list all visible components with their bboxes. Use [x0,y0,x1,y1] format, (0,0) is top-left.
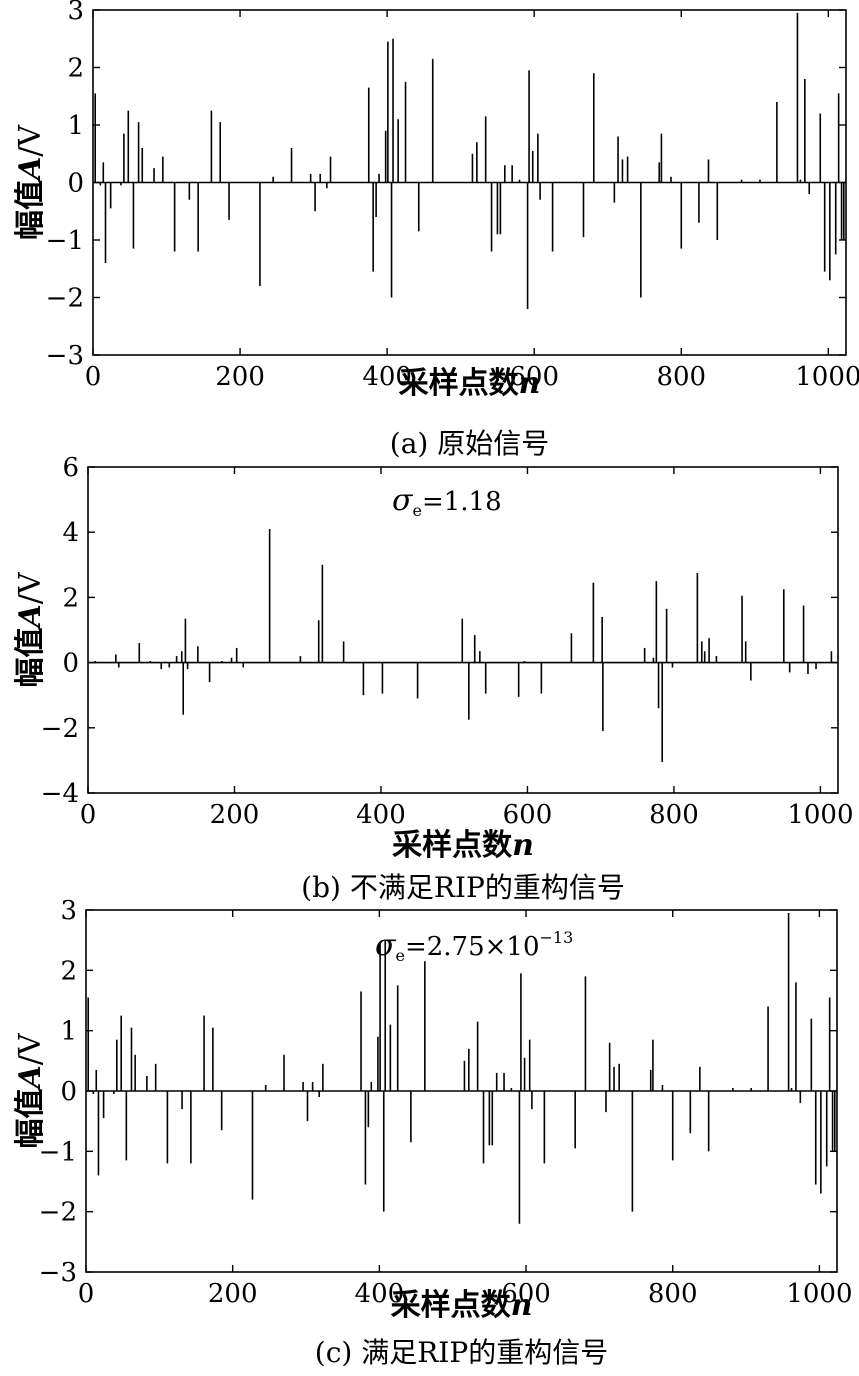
y-tick-label: 2 [67,54,84,84]
y-tick-label: 2 [62,583,79,613]
y-tick-label: −2 [46,284,84,314]
x-tick-label: 600 [501,1279,551,1309]
x-axis-label: 采样点数n [391,1288,533,1323]
sigma-exponent: −13 [540,928,574,947]
y-tick-label: 3 [67,0,84,26]
x-tick-label: 400 [355,1279,405,1309]
x-tick-label: 400 [362,362,412,392]
panel-caption: (c) 满足RIP的重构信号 [315,1336,608,1369]
y-axis-label-var: A [13,604,48,630]
y-axis-label: 幅值A/V [13,1032,48,1148]
panel-c: −3 −2 −1 0 1 2 3 0 200 400 600 800 1000 采样点数n 幅值A/V (c)… [13,896,852,1369]
x-axis-label-var: n [511,1288,533,1323]
x-tick-label: 800 [648,1279,698,1309]
y-axis-label-text: 幅值 [13,180,48,240]
sigma-symbol: σ [392,483,414,518]
x-axis-label: 采样点数n [392,828,534,863]
y-tick-label: 0 [67,169,84,199]
y-axis-label-unit: /V [13,124,48,157]
x-tick-label: 0 [78,1279,95,1309]
y-tick-label: −4 [41,779,79,809]
y-axis-label-text: 幅值 [13,628,48,688]
sigma-annotation: σe=1.18 [392,483,502,520]
panel-caption: (b) 不满足RIP的重构信号 [301,871,625,904]
x-axis-label: 采样点数n [399,366,541,401]
y-axis-label-text: 幅值 [13,1089,48,1149]
y-axis-label-var: A [13,157,48,183]
panel-b: −4 −2 0 2 4 6 0 200 400 600 800 1000 采样点数n 幅值A/V (b) 不… [13,453,854,904]
x-tick-label: 0 [80,800,97,830]
x-tick-label: 0 [85,362,102,392]
panel-a: −3 −2 −1 0 1 2 3 0 200 400 600 800 1000 采样点数n 幅值A/V (a)… [13,0,859,460]
x-tick-label: 600 [509,362,559,392]
x-tick-label: 1000 [795,362,859,392]
sigma-value: =1.18 [422,487,502,517]
x-tick-label: 600 [503,800,553,830]
y-tick-label: −3 [46,341,84,371]
y-tick-label: 0 [60,1077,77,1107]
x-tick-label: 1000 [786,1279,852,1309]
y-axis-label-unit: /V [13,1032,48,1065]
y-tick-label: 2 [60,956,77,986]
y-tick-label: −2 [39,1198,77,1228]
sigma-value: =2.75×10 [405,932,540,962]
x-tick-label: 200 [215,362,265,392]
plot-frame [87,466,839,794]
sigma-symbol: σ [375,928,397,963]
y-tick-label: 1 [60,1017,77,1047]
x-axis-label-text: 采样点数 [392,828,513,863]
y-tick-label: 0 [62,649,79,679]
y-axis-label-var: A [13,1065,48,1091]
sigma-subscript: e [395,946,404,965]
y-axis-label-unit: /V [13,571,48,604]
sigma-subscript: e [412,501,421,520]
y-tick-label: 4 [62,518,79,548]
sigma-annotation: σe=2.75×10−13 [375,928,573,965]
panel-caption: (a) 原始信号 [390,427,549,460]
x-tick-label: 400 [356,800,406,830]
y-tick-label: −1 [46,226,84,256]
y-tick-label: 1 [67,111,84,141]
y-axis-label: 幅值A/V [13,571,48,687]
y-tick-label: −1 [39,1137,77,1167]
x-tick-label: 200 [210,800,260,830]
x-tick-label: 200 [208,1279,258,1309]
y-axis-label: 幅值A/V [13,124,48,240]
y-tick-label: 3 [60,896,77,926]
x-axis-label-text: 采样点数 [399,366,520,401]
x-axis-label-var: n [512,828,534,863]
x-axis-label-var: n [519,366,541,401]
y-tick-label: 6 [62,453,79,483]
x-tick-label: 800 [656,362,706,392]
x-tick-label: 1000 [787,800,853,830]
x-axis-label-text: 采样点数 [391,1288,512,1323]
x-tick-label: 800 [649,800,699,830]
y-tick-label: −2 [41,714,79,744]
y-tick-label: −3 [39,1258,77,1288]
